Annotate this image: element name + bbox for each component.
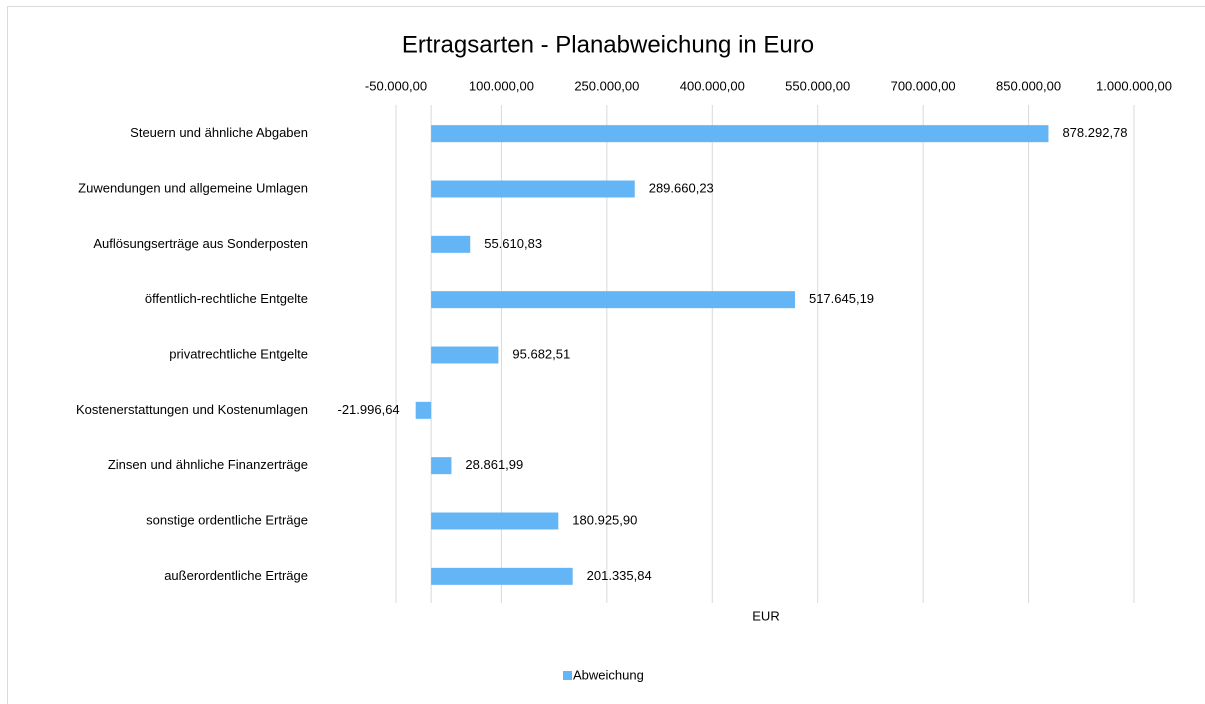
bar [415, 401, 432, 419]
data-label: -21.996,64 [338, 402, 400, 417]
bar [431, 180, 635, 198]
y-tick-label: sonstige ordentliche Erträge [146, 512, 308, 527]
x-tick-label: -50.000,00 [365, 78, 427, 93]
bar [431, 567, 573, 585]
y-tick-label: privatrechtliche Entgelte [169, 346, 308, 361]
chart-border [7, 6, 1205, 704]
data-label: 95.682,51 [512, 346, 570, 361]
bar [431, 512, 559, 530]
x-tick-label: 400.000,00 [680, 78, 745, 93]
y-tick-label: Kostenerstattungen und Kostenumlagen [76, 402, 308, 417]
x-tick-label: 100.000,00 [469, 78, 534, 93]
x-tick-label: 700.000,00 [891, 78, 956, 93]
data-label: 517.645,19 [809, 291, 874, 306]
y-tick-label: Steuern und ähnliche Abgaben [130, 125, 308, 140]
x-tick-label: 250.000,00 [574, 78, 639, 93]
x-tick-label: 850.000,00 [996, 78, 1061, 93]
y-tick-label: Auflösungserträge aus Sonderposten [93, 236, 308, 251]
data-label: 55.610,83 [484, 236, 542, 251]
data-label: 201.335,84 [587, 568, 652, 583]
data-label: 180.925,90 [572, 512, 637, 527]
x-tick-label: 1.000.000,00 [1096, 78, 1172, 93]
bar [431, 235, 471, 253]
data-label: 28.861,99 [465, 457, 523, 472]
y-tick-label: außerordentliche Erträge [164, 568, 308, 583]
bar [431, 291, 795, 309]
x-axis-label: EUR [752, 608, 779, 623]
y-tick-label: Zinsen und ähnliche Finanzerträge [108, 457, 308, 472]
y-tick-label: Zuwendungen und allgemeine Umlagen [78, 180, 308, 195]
data-label: 878.292,78 [1062, 125, 1127, 140]
y-tick-label: öffentlich-rechtliche Entgelte [145, 291, 308, 306]
x-tick-label: 550.000,00 [785, 78, 850, 93]
legend-swatch [563, 671, 572, 680]
chart-title: Ertragsarten - Planabweichung in Euro [402, 31, 814, 58]
bar [431, 125, 1049, 143]
bar [431, 346, 499, 364]
data-label: 289.660,23 [649, 180, 714, 195]
bar [431, 457, 452, 475]
legend-label: Abweichung [573, 667, 644, 682]
